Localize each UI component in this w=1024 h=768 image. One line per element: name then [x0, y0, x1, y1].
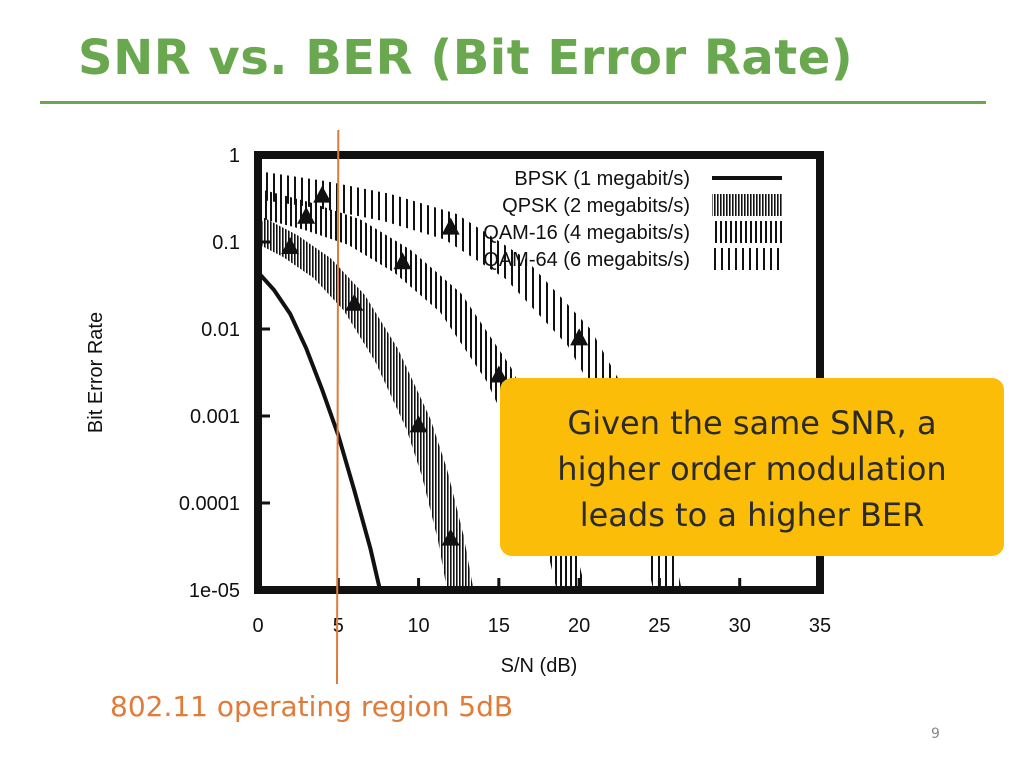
x-tick-label: 25	[648, 615, 670, 637]
series-line-0	[258, 270, 382, 590]
x-axis-label: S/N (dB)	[501, 655, 578, 677]
series-point-3	[570, 328, 589, 346]
y-tick-label: 1	[229, 145, 240, 167]
page-number: 9	[931, 726, 940, 742]
x-tick-label: 30	[729, 615, 751, 637]
series-point-1	[345, 293, 364, 311]
legend-entry-2: QAM-16 (4 megabits/s)	[483, 222, 690, 244]
y-tick-label: 0.1	[212, 232, 240, 254]
x-tick-label: 5	[333, 615, 344, 637]
series-point-1	[441, 528, 460, 546]
x-tick-label: 10	[407, 615, 429, 637]
series-point-3	[441, 217, 460, 235]
title-divider	[40, 101, 986, 104]
series-point-3	[313, 185, 332, 203]
series-point-1	[281, 236, 300, 254]
series-point-2	[489, 365, 508, 383]
y-tick-label: 0.01	[201, 319, 240, 341]
x-tick-label: 15	[488, 615, 510, 637]
callout-line-3: leads to a higher BER	[579, 496, 925, 534]
legend-entry-1: QPSK (2 megabits/s)	[502, 195, 690, 217]
series-point-1	[409, 415, 428, 433]
slide-title: SNR vs. BER (Bit Error Rate)	[78, 30, 854, 86]
series-line-1	[258, 217, 474, 590]
x-tick-label: 35	[809, 615, 831, 637]
legend-entry-0: BPSK (1 megabit/s)	[514, 168, 690, 190]
y-axis-label: Bit Error Rate	[85, 312, 107, 433]
operating-region-marker	[336, 129, 340, 685]
callout-line-2: higher order modulation	[557, 450, 947, 488]
x-tick-label: 20	[568, 615, 590, 637]
operating-region-annotation: 802.11 operating region 5dB	[110, 690, 514, 723]
callout-line-1: Given the same SNR, a	[567, 404, 937, 442]
legend-entry-3: QAM-64 (6 megabits/s)	[483, 249, 690, 271]
y-tick-label: 1e-05	[189, 580, 240, 602]
series-point-2	[297, 206, 316, 224]
y-tick-label: 0.001	[190, 406, 240, 428]
plot-frame	[254, 151, 824, 594]
series-point-2	[393, 252, 412, 270]
y-tick-label: 0.0001	[179, 493, 240, 515]
callout-box: Given the same SNR, a higher order modul…	[500, 378, 1004, 556]
x-tick-label: 0	[252, 615, 263, 637]
